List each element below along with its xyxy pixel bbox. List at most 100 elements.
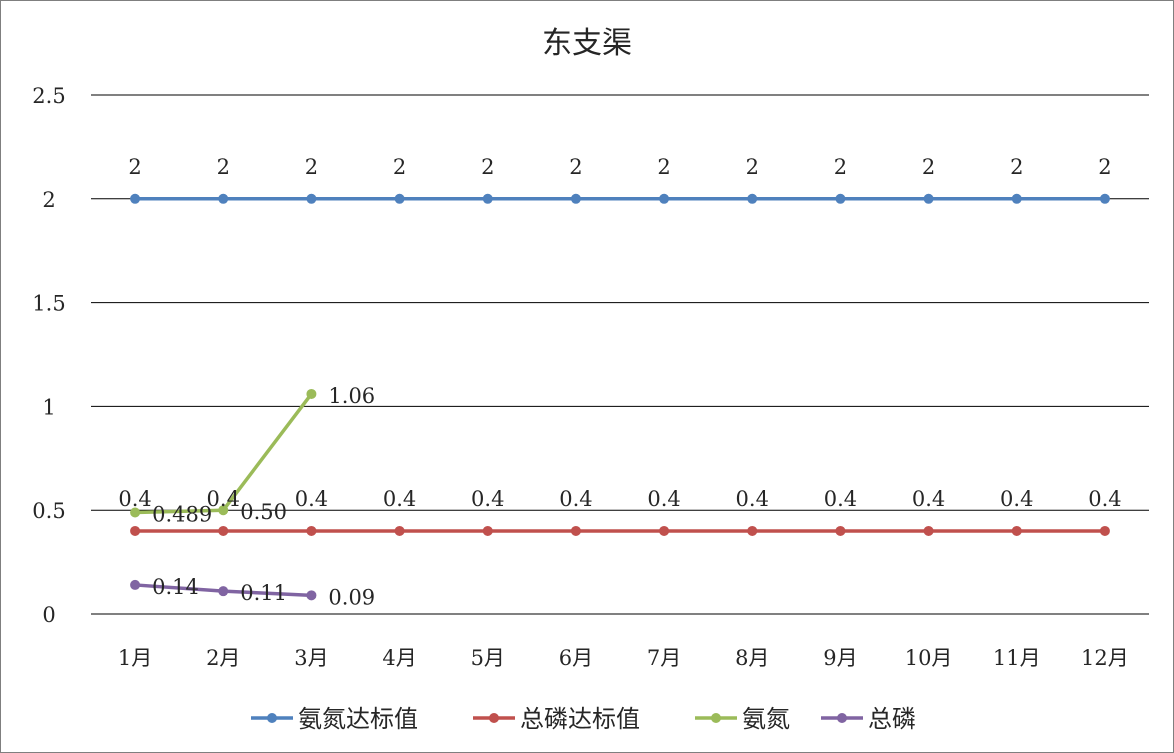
- series-3: [130, 388, 317, 518]
- data-point: [659, 525, 670, 536]
- legend: 氨氮达标值 总磷达标值 氨氮 总磷: [251, 705, 916, 733]
- data-label: 2: [481, 155, 494, 179]
- data-label: 2: [922, 155, 935, 179]
- x-tick-label: 11月: [993, 646, 1041, 670]
- y-tick-label: 0: [42, 603, 55, 627]
- y-axis-tick-labels: 0 0.5 1 1.5 2 2.5: [32, 84, 65, 627]
- data-label: 0.09: [328, 585, 375, 609]
- data-point: [218, 505, 229, 516]
- data-point: [306, 525, 317, 536]
- legend-item: 氨氮: [695, 705, 790, 733]
- data-point: [218, 193, 229, 204]
- data-label: 0.4: [207, 487, 240, 511]
- data-label: 1.06: [328, 384, 375, 408]
- chart-title: 东支渠: [542, 26, 632, 61]
- legend-item: 总磷达标值: [473, 705, 640, 733]
- data-label: 0.4: [471, 487, 504, 511]
- data-label: 2: [657, 155, 670, 179]
- data-point: [1011, 193, 1022, 204]
- y-tick-label: 1.5: [32, 292, 65, 316]
- x-tick-label: 1月: [118, 646, 152, 670]
- data-point: [747, 525, 758, 536]
- data-label: 0.4: [1000, 487, 1033, 511]
- x-tick-label: 2月: [206, 646, 240, 670]
- y-tick-label: 0.5: [32, 499, 65, 523]
- x-tick-label: 5月: [471, 646, 505, 670]
- data-label: 0.489: [152, 502, 212, 526]
- data-point: [130, 525, 141, 536]
- data-label: 0.4: [383, 487, 416, 511]
- data-point: [1099, 525, 1110, 536]
- data-label: 0.4: [912, 487, 945, 511]
- data-point: [306, 193, 317, 204]
- data-point: [570, 193, 581, 204]
- data-point: [923, 525, 934, 536]
- legend-item: 氨氮达标值: [251, 705, 418, 733]
- data-label: 2: [305, 155, 318, 179]
- data-point: [394, 193, 405, 204]
- x-tick-label: 9月: [823, 646, 857, 670]
- y-tick-label: 1: [42, 395, 55, 419]
- data-label: 0.4: [1088, 487, 1121, 511]
- legend-label: 总磷达标值: [520, 705, 640, 733]
- data-point: [659, 193, 670, 204]
- data-point: [218, 586, 229, 597]
- data-point: [130, 507, 141, 518]
- y-tick-label: 2: [42, 188, 55, 212]
- data-point: [130, 193, 141, 204]
- data-point: [482, 193, 493, 204]
- legend-swatch-marker: [837, 713, 847, 723]
- data-point: [482, 525, 493, 536]
- x-tick-label: 8月: [735, 646, 769, 670]
- data-label: 0.4: [295, 487, 328, 511]
- data-point: [218, 525, 229, 536]
- series-1: [130, 193, 1110, 204]
- data-label: 2: [393, 155, 406, 179]
- x-tick-label: 12月: [1081, 646, 1129, 670]
- data-point: [1011, 525, 1022, 536]
- series-lines: [130, 193, 1110, 601]
- data-label: 0.4: [824, 487, 857, 511]
- legend-swatch-marker: [489, 713, 499, 723]
- data-label: 2: [1098, 155, 1111, 179]
- data-labels: 2 2 2 2 2 2 2 2 2 2 2 20.4 0.4 0.4 0.4 0.4 0.4 0.4 0.4 0.4 0…: [118, 155, 1121, 610]
- legend-swatch-marker: [711, 713, 721, 723]
- legend-label: 氨氮达标值: [298, 705, 418, 733]
- legend-swatch-marker: [267, 713, 277, 723]
- x-tick-label: 3月: [294, 646, 328, 670]
- data-point: [835, 193, 846, 204]
- data-label: 2: [217, 155, 230, 179]
- x-tick-label: 10月: [905, 646, 953, 670]
- data-label: 0.4: [647, 487, 680, 511]
- data-label: 2: [569, 155, 582, 179]
- data-point: [394, 525, 405, 536]
- data-label: 2: [128, 155, 141, 179]
- data-label: 0.14: [152, 575, 199, 599]
- x-tick-label: 7月: [647, 646, 681, 670]
- data-point: [130, 579, 141, 590]
- data-point: [570, 525, 581, 536]
- data-label: 0.4: [118, 487, 151, 511]
- data-point: [1099, 193, 1110, 204]
- legend-label: 总磷: [868, 705, 916, 733]
- series-4: [130, 579, 317, 601]
- data-point: [835, 525, 846, 536]
- y-tick-label: 2.5: [32, 84, 65, 108]
- data-label: 2: [746, 155, 759, 179]
- data-point: [306, 388, 317, 399]
- legend-label: 氨氮: [742, 705, 790, 733]
- x-axis-tick-labels: 1月 2月 3月 4月 5月 6月 7月 8月 9月 10月 11月 12月: [118, 646, 1129, 670]
- x-tick-label: 4月: [382, 646, 416, 670]
- data-label: 0.4: [736, 487, 769, 511]
- data-label: 2: [1010, 155, 1023, 179]
- data-point: [923, 193, 934, 204]
- data-label: 0.4: [559, 487, 592, 511]
- series-2: [130, 525, 1110, 536]
- gridlines: [91, 94, 1149, 615]
- data-point: [747, 193, 758, 204]
- data-label: 2: [834, 155, 847, 179]
- data-point: [306, 590, 317, 601]
- data-label: 0.50: [240, 500, 287, 524]
